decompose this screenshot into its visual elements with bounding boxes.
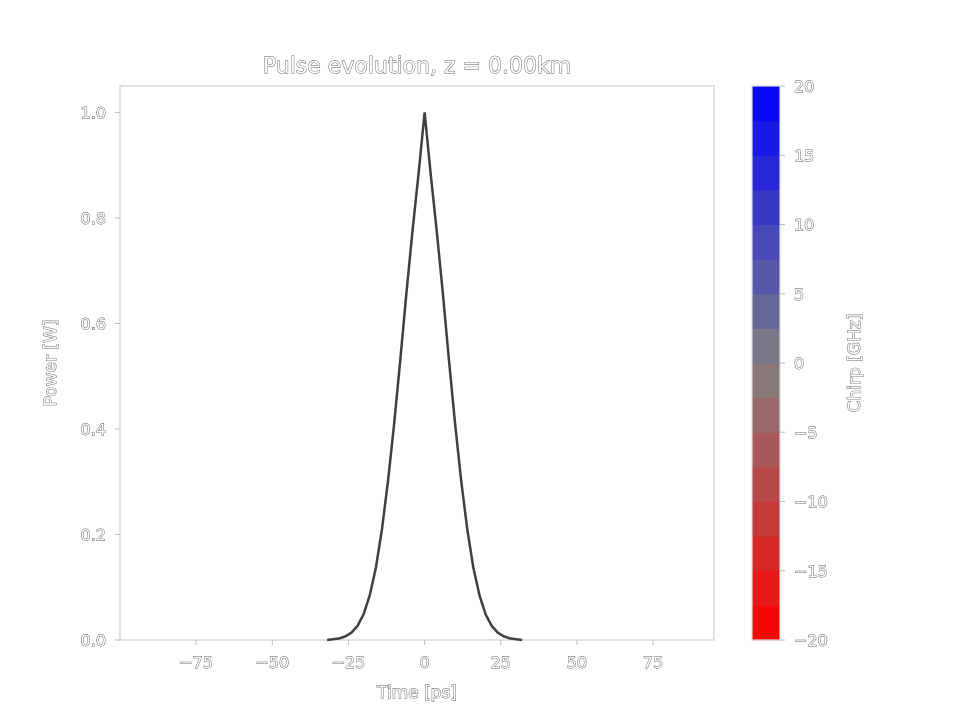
- colorbar-tick-label: 0: [794, 354, 804, 373]
- y-tick-label: 0.2: [81, 525, 106, 544]
- colorbar-band: [752, 259, 780, 295]
- plot-area: [119, 85, 715, 641]
- x-tick-label: 50: [567, 653, 587, 672]
- x-tick-label: 25: [491, 653, 511, 672]
- colorbar-label: Chirp [GHz]: [845, 314, 865, 413]
- colorbar-band: [752, 397, 780, 433]
- colorbar: [752, 86, 780, 641]
- x-tick-label: −50: [255, 653, 289, 672]
- colorbar-band: [752, 363, 780, 399]
- y-tick-label: 0.0: [81, 631, 106, 650]
- colorbar-tick-label: 5: [794, 285, 804, 304]
- colorbar-band: [752, 536, 780, 572]
- colorbar-band: [752, 501, 780, 537]
- colorbar-band: [752, 605, 780, 641]
- colorbar-band: [752, 328, 780, 364]
- x-tick-label: 0: [420, 653, 430, 672]
- x-tick-label: −75: [179, 653, 213, 672]
- colorbar-band: [752, 155, 780, 191]
- y-axis-ticks: 0.0 0.2 0.4 0.6 0.8 1.0: [80, 103, 120, 650]
- colorbar-band: [752, 466, 780, 503]
- colorbar-band: [752, 224, 780, 260]
- series-line-power: [326, 112, 523, 642]
- x-tick-label: 75: [643, 653, 663, 672]
- y-axis-label: Power [W]: [41, 320, 61, 407]
- colorbar-band: [752, 120, 780, 156]
- colorbar-tick-label: −10: [794, 493, 828, 512]
- x-axis-ticks: −75 −50 −25 0 25 50 75: [179, 640, 664, 672]
- y-tick-label: 0.6: [81, 314, 106, 333]
- x-axis-label: Time [ps]: [376, 683, 457, 703]
- colorbar-band: [752, 570, 780, 606]
- x-tick-label: −25: [332, 653, 366, 672]
- colorbar-band: [752, 189, 780, 226]
- colorbar-tick-label: 10: [794, 216, 814, 235]
- colorbar-ticks: 20 15 10 5 0 −5 −10 −15 −20: [780, 77, 828, 650]
- colorbar-tick-label: −15: [794, 562, 828, 581]
- colorbar-band: [752, 86, 780, 122]
- y-tick-label: 0.8: [81, 209, 106, 228]
- colorbar-tick-label: 15: [794, 146, 814, 165]
- y-tick-label: 0.4: [81, 420, 106, 439]
- colorbar-band: [752, 293, 780, 329]
- y-tick-label: 1.0: [81, 103, 106, 122]
- colorbar-band: [752, 432, 780, 468]
- chart-title: Pulse evolution, z = 0.00km: [263, 54, 571, 79]
- colorbar-tick-label: 20: [794, 77, 814, 96]
- colorbar-tick-label: −20: [794, 631, 828, 650]
- colorbar-tick-label: −5: [794, 423, 818, 442]
